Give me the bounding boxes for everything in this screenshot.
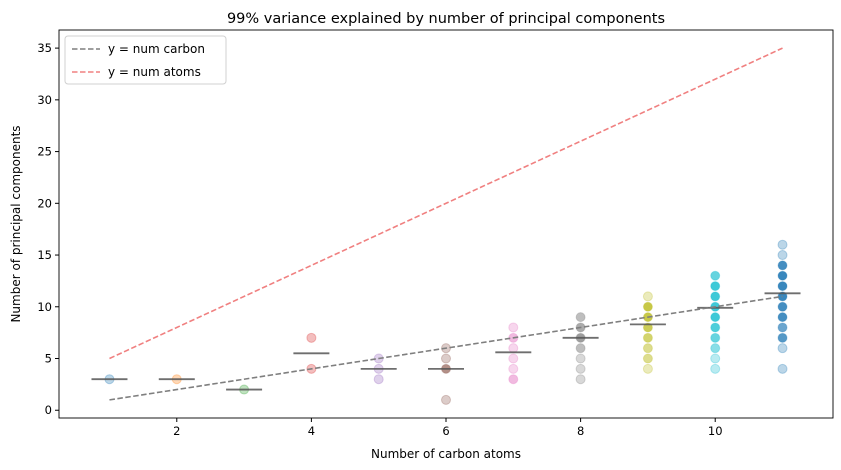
data-point bbox=[777, 301, 788, 312]
data-point bbox=[642, 301, 653, 312]
data-point bbox=[642, 332, 653, 343]
data-point bbox=[777, 363, 788, 374]
data-point bbox=[777, 322, 788, 333]
data-point bbox=[710, 353, 721, 364]
data-point bbox=[777, 260, 788, 271]
data-point bbox=[575, 312, 586, 323]
data-point bbox=[508, 374, 519, 385]
reference-line bbox=[109, 295, 783, 401]
data-point bbox=[710, 322, 721, 333]
data-point bbox=[441, 353, 451, 364]
data-point bbox=[710, 363, 721, 374]
data-point bbox=[777, 312, 788, 323]
y-tick-label: 30 bbox=[37, 93, 52, 107]
data-point bbox=[777, 270, 788, 281]
x-tick-label: 10 bbox=[708, 424, 723, 438]
data-point bbox=[642, 343, 653, 354]
data-point bbox=[642, 291, 653, 302]
y-tick-label: 15 bbox=[37, 248, 52, 262]
data-point bbox=[642, 363, 653, 374]
data-point bbox=[777, 250, 788, 261]
data-point bbox=[575, 363, 586, 374]
y-tick-label: 10 bbox=[37, 300, 52, 314]
y-tick-label: 25 bbox=[37, 145, 52, 159]
legend-label-carbon: y = num carbon bbox=[108, 42, 205, 56]
y-tick-label: 20 bbox=[37, 196, 52, 210]
data-point bbox=[508, 343, 519, 354]
data-point bbox=[642, 353, 653, 364]
data-point bbox=[508, 322, 519, 333]
legend: y = num carbon y = num atoms bbox=[64, 35, 227, 85]
x-tick-label: 4 bbox=[308, 424, 315, 438]
chart-title: 99% variance explained by number of prin… bbox=[227, 11, 665, 27]
y-tick-label: 5 bbox=[45, 352, 52, 366]
x-tick-label: 8 bbox=[577, 424, 584, 438]
data-point bbox=[777, 239, 788, 250]
data-point bbox=[710, 281, 721, 292]
data-point bbox=[575, 353, 586, 364]
data-point bbox=[777, 281, 788, 292]
data-point bbox=[575, 343, 586, 354]
data-point bbox=[508, 363, 519, 374]
data-point bbox=[710, 312, 721, 323]
x-tick-label: 2 bbox=[173, 424, 180, 438]
data-point bbox=[710, 270, 721, 281]
y-axis-label: Number of principal components bbox=[9, 125, 23, 322]
data-point bbox=[777, 343, 788, 354]
x-axis-label: Number of carbon atoms bbox=[371, 447, 521, 461]
data-point bbox=[710, 332, 721, 343]
data-point bbox=[441, 394, 451, 405]
data-point bbox=[508, 353, 519, 364]
data-point bbox=[777, 332, 788, 343]
data-point bbox=[710, 343, 721, 354]
data-point bbox=[710, 291, 721, 302]
reference-line bbox=[109, 47, 783, 360]
legend-label-atoms: y = num atoms bbox=[108, 65, 201, 79]
data-point bbox=[575, 374, 586, 385]
y-tick-label: 0 bbox=[45, 403, 52, 417]
y-tick-label: 35 bbox=[37, 41, 52, 55]
data-point bbox=[306, 332, 317, 343]
x-tick-label: 6 bbox=[442, 424, 449, 438]
data-point bbox=[373, 374, 384, 385]
